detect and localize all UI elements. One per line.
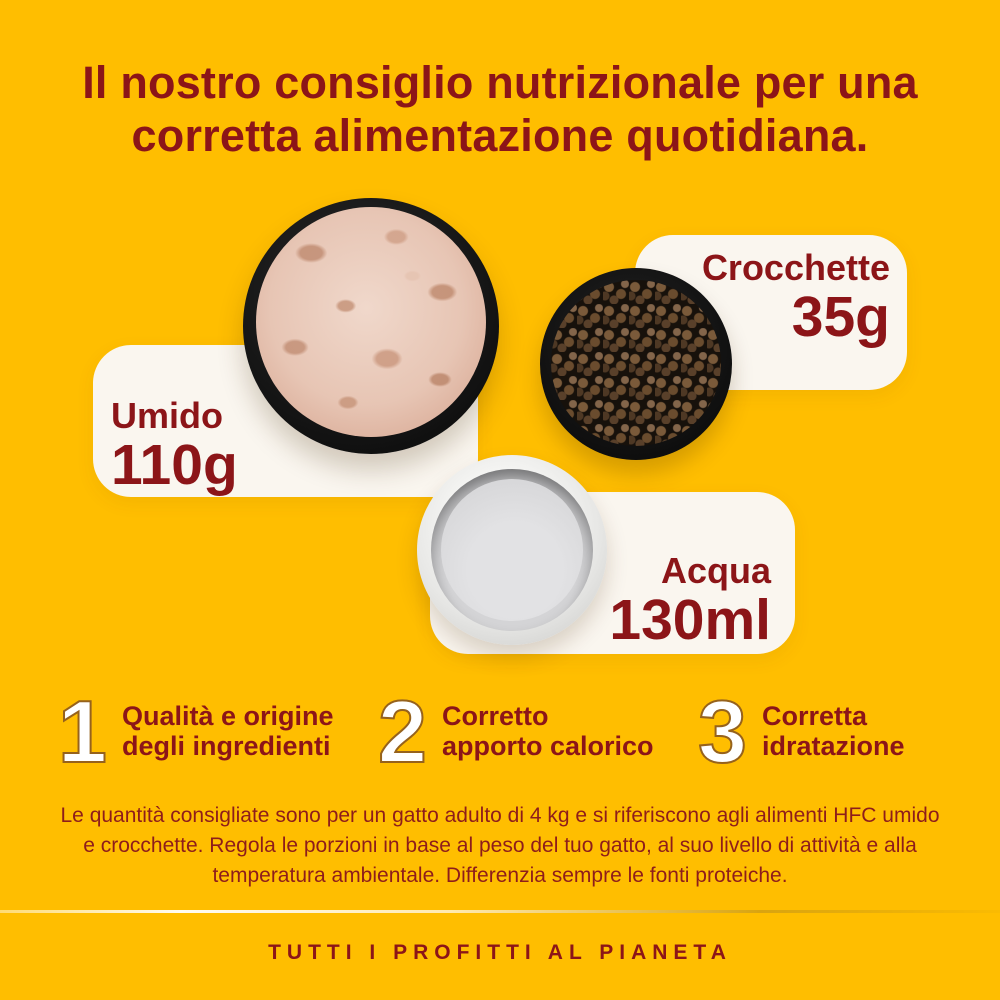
- acqua-amount: 130ml: [609, 587, 771, 652]
- wet-food-photo: [256, 207, 486, 437]
- step-2: 2 Corretto apporto calorico: [377, 682, 654, 782]
- footer-divider: [0, 910, 1000, 913]
- step-1-number: 1: [57, 682, 108, 782]
- crocchette-amount: 35g: [791, 284, 890, 349]
- step-3-label: Corretta idratazione: [761, 701, 905, 761]
- title-line-2: corretta alimentazione quotidiana.: [131, 110, 869, 162]
- acqua-label: Acqua: [660, 550, 771, 591]
- umido-label: Umido: [111, 395, 223, 436]
- page-title: Il nostro consiglio nutrizionale per una…: [0, 56, 1000, 162]
- water-surface: [441, 479, 583, 621]
- step-3-number: 3: [697, 682, 748, 782]
- water-bowl: [417, 455, 607, 645]
- brand-tagline: TUTTI I PROFITTI AL PIANETA: [268, 941, 732, 964]
- disclaimer-text: Le quantità consigliate sono per un gatt…: [60, 804, 940, 887]
- kibble-bowl: [540, 268, 732, 460]
- wet-food-bowl: [243, 198, 499, 454]
- step-2-label: Corretto apporto calorico: [441, 701, 654, 761]
- umido-amount: 110g: [111, 432, 238, 497]
- step-1-label: Qualità e origine degli ingredienti: [121, 701, 334, 761]
- step-3: 3 Corretta idratazione: [697, 682, 905, 782]
- step-2-number: 2: [377, 682, 428, 782]
- crocchette-label: Crocchette: [701, 247, 890, 288]
- step-1: 1 Qualità e origine degli ingredienti: [57, 682, 334, 782]
- kibble-photo: [551, 280, 721, 446]
- title-line-1: Il nostro consiglio nutrizionale per una: [82, 57, 918, 108]
